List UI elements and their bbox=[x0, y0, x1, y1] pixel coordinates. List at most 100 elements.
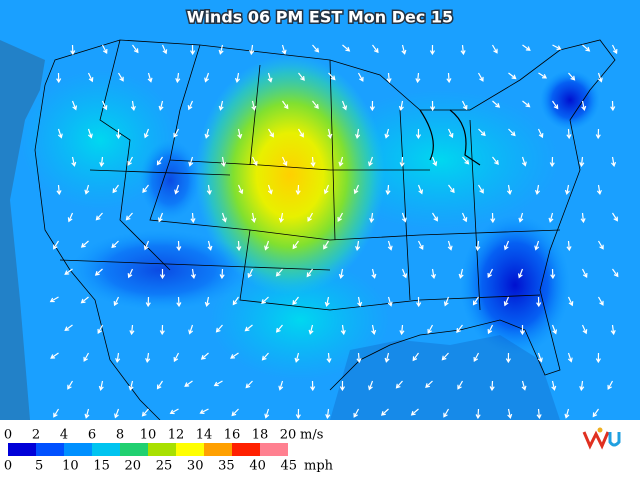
wind-arrow bbox=[188, 156, 194, 167]
wind-arrow bbox=[355, 128, 361, 140]
mph-unit: mph bbox=[304, 459, 334, 474]
wind-arrow bbox=[395, 380, 403, 389]
wind-arrow bbox=[206, 184, 212, 196]
legend-swatch bbox=[148, 443, 176, 456]
wind-arrow bbox=[566, 240, 572, 252]
wind-arrow bbox=[582, 44, 591, 52]
mph-label: 0 bbox=[4, 459, 12, 474]
wind-arrow bbox=[579, 380, 585, 392]
wind-arrow bbox=[53, 240, 60, 250]
wind-arrow bbox=[145, 352, 151, 364]
map-title: Winds 06 PM EST Mon Dec 15 bbox=[187, 8, 453, 27]
wind-arrow bbox=[503, 296, 510, 307]
wind-arrow bbox=[610, 100, 616, 112]
wind-arrow bbox=[552, 44, 562, 50]
wind-arrow bbox=[56, 184, 62, 196]
wind-arrow bbox=[534, 184, 541, 196]
wind-arrow bbox=[461, 100, 468, 111]
wind-arrow bbox=[551, 324, 558, 335]
wind-arrow bbox=[612, 268, 619, 278]
wind-arrow bbox=[441, 352, 449, 361]
legend-swatch bbox=[8, 443, 36, 456]
wind-field bbox=[540, 70, 600, 130]
wind-arrow bbox=[176, 240, 182, 252]
wind-arrow bbox=[568, 72, 576, 81]
wind-arrow bbox=[401, 268, 408, 279]
wind-arrow bbox=[537, 352, 543, 363]
wind-arrow bbox=[536, 408, 542, 420]
wind-arrow bbox=[357, 72, 364, 82]
wind-arrow bbox=[220, 156, 226, 168]
wind-arrow bbox=[57, 128, 63, 139]
wind-arrow bbox=[261, 352, 269, 361]
wind-arrow bbox=[425, 380, 433, 389]
wind-arrow bbox=[551, 380, 557, 391]
wind-arrow bbox=[610, 324, 616, 336]
wind-arrow bbox=[84, 184, 90, 195]
mph-label: 25 bbox=[156, 459, 173, 474]
legend-swatch bbox=[204, 443, 232, 456]
wind-arrow bbox=[67, 212, 74, 223]
wind-arrow bbox=[401, 44, 407, 55]
wind-arrow bbox=[412, 352, 419, 362]
wind-arrow bbox=[456, 324, 463, 333]
wind-arrow bbox=[281, 44, 287, 55]
wind-arrow bbox=[213, 380, 223, 387]
mph-label: 30 bbox=[187, 459, 204, 474]
wind-field bbox=[70, 230, 250, 310]
wind-arrow bbox=[184, 380, 193, 387]
wind-arrow bbox=[129, 324, 135, 336]
wind-arrow bbox=[342, 44, 351, 52]
wind-arrow bbox=[596, 184, 602, 196]
wind-arrow bbox=[581, 324, 588, 335]
wind-arrow bbox=[87, 128, 93, 139]
wind-arrow bbox=[80, 240, 89, 248]
legend-swatch bbox=[260, 443, 288, 456]
wind-arrow bbox=[112, 184, 119, 194]
wind-arrow bbox=[595, 128, 601, 140]
wind-field bbox=[210, 260, 390, 380]
wind-arrow bbox=[230, 352, 239, 359]
wind-arrow bbox=[245, 380, 253, 389]
wind-arrow bbox=[275, 324, 283, 333]
ms-label: 20 bbox=[280, 428, 297, 443]
wind-arrow bbox=[84, 408, 90, 419]
wind-arrow bbox=[356, 352, 362, 364]
wind-arrow bbox=[237, 128, 243, 139]
wind-arrow bbox=[232, 296, 239, 306]
wind-arrow bbox=[156, 156, 163, 166]
wind-arrow bbox=[427, 324, 434, 334]
wind-arrow bbox=[159, 324, 165, 336]
wind-field bbox=[195, 55, 385, 295]
wind-arrow bbox=[310, 156, 316, 168]
wind-arrow bbox=[190, 44, 196, 56]
wind-arrow bbox=[567, 352, 573, 363]
wind-arrow bbox=[251, 156, 258, 166]
wind-arrow bbox=[190, 212, 196, 224]
wind-arrow bbox=[447, 240, 453, 251]
wind-arrow bbox=[337, 212, 344, 222]
wind-arrow bbox=[306, 268, 313, 278]
wind-arrow bbox=[147, 72, 153, 83]
wind-arrow bbox=[536, 296, 542, 308]
wind-arrow bbox=[353, 184, 360, 195]
wind-arrow bbox=[549, 156, 555, 168]
wind-arrow bbox=[87, 72, 94, 83]
wind-arrow bbox=[143, 240, 150, 251]
mph-label: 45 bbox=[281, 459, 298, 474]
wind-arrow bbox=[472, 296, 480, 306]
wind-arrow bbox=[564, 184, 570, 195]
wind-arrow bbox=[448, 184, 455, 194]
wind-arrow bbox=[595, 352, 601, 364]
wind-arrow bbox=[127, 156, 134, 166]
ms-label: 16 bbox=[224, 428, 241, 443]
wind-arrow bbox=[80, 296, 89, 304]
wind-field bbox=[140, 140, 200, 220]
wind-arrow bbox=[99, 156, 105, 168]
wind-arrow bbox=[114, 408, 120, 419]
wind-arrow bbox=[204, 296, 210, 307]
wind-arrow bbox=[417, 184, 424, 195]
wind-arrow bbox=[141, 408, 149, 417]
wind-arrow bbox=[431, 156, 438, 167]
